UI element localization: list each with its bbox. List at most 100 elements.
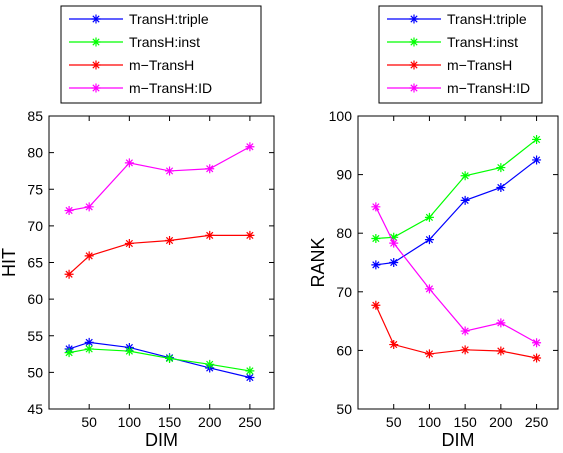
x-tick-label: 150	[453, 414, 477, 430]
y-tick-label: 60	[336, 342, 352, 358]
series-line	[68, 234, 250, 275]
data-point-marker	[496, 163, 506, 173]
legend-marker	[91, 37, 101, 47]
data-point-marker	[371, 233, 381, 243]
data-point-marker	[165, 166, 175, 176]
data-point-marker	[424, 349, 434, 359]
data-point-marker	[496, 346, 506, 356]
y-tick-label: 90	[336, 167, 352, 183]
data-point-marker	[532, 134, 542, 144]
x-tick-label: 250	[525, 414, 549, 430]
legend-marker	[91, 14, 101, 24]
legend-label: m−TransH	[447, 57, 512, 73]
legend-label: TransH:triple	[129, 11, 209, 27]
legend-label: TransH:inst	[447, 34, 518, 50]
data-point-marker	[84, 337, 94, 347]
y-axis-label: HIT	[0, 248, 19, 277]
x-tick-label: 50	[386, 414, 402, 430]
rank-chart: 50 100 150 200 2505060708090100DIMRANKTransH…	[308, 5, 559, 450]
data-point-marker	[124, 346, 134, 356]
x-axis-label: DIM	[145, 430, 178, 450]
data-point-marker	[371, 260, 381, 270]
x-tick-label: 200	[489, 414, 513, 430]
x-tick-label: 200	[198, 414, 222, 430]
data-point-marker	[424, 284, 434, 294]
legend-label: m−TransH	[129, 57, 194, 73]
data-point-marker	[64, 269, 74, 279]
legend-label: TransH:triple	[447, 11, 527, 27]
data-point-marker	[205, 164, 215, 174]
data-point-marker	[124, 238, 134, 248]
legend-marker	[91, 60, 101, 70]
data-point-marker	[84, 202, 94, 212]
legend-marker	[409, 14, 419, 24]
data-point-marker	[389, 340, 399, 350]
legend-marker	[91, 83, 101, 93]
data-point-marker	[84, 344, 94, 354]
data-point-marker	[460, 195, 470, 205]
y-tick-label: 50	[27, 364, 43, 380]
data-point-marker	[165, 353, 175, 363]
x-tick-label: 100	[118, 414, 142, 430]
legend-marker	[409, 37, 419, 47]
series-line	[68, 146, 251, 212]
data-point-marker	[205, 230, 215, 240]
data-point-marker	[460, 171, 470, 181]
data-point-marker	[245, 366, 255, 376]
data-point-marker	[205, 359, 215, 369]
y-tick-label: 50	[336, 401, 352, 417]
data-point-marker	[532, 353, 542, 363]
x-tick-label: 50	[81, 414, 97, 430]
legend-label: m−TransH:ID	[447, 80, 530, 96]
data-point-marker	[532, 338, 542, 348]
data-point-marker	[245, 142, 255, 152]
plot-area	[357, 115, 559, 410]
data-point-marker	[64, 348, 74, 358]
data-point-marker	[245, 230, 255, 240]
y-tick-label: 70	[336, 284, 352, 300]
data-point-marker	[532, 155, 542, 165]
legend-box	[378, 5, 543, 104]
y-tick-label: 80	[336, 225, 352, 241]
plot-area	[48, 115, 275, 410]
data-point-marker	[124, 158, 134, 168]
data-point-marker	[424, 235, 434, 245]
legend-label: m−TransH:ID	[129, 80, 212, 96]
series-line	[68, 348, 250, 372]
hit-chart: 50 100 150 200 250 45 50 55 60 65 70 75 80 85 DIM HIT Tr…	[0, 5, 275, 450]
data-point-marker	[389, 232, 399, 242]
data-point-marker	[165, 236, 175, 246]
series-line	[375, 206, 537, 344]
y-tick-label: 70	[27, 218, 43, 234]
x-axis-label: DIM	[442, 430, 475, 450]
data-point-marker	[371, 300, 381, 310]
x-tick-label: 250	[238, 414, 262, 430]
data-point-marker	[424, 212, 434, 222]
y-tick-label: 60	[27, 291, 43, 307]
y-tick-label: 75	[27, 181, 43, 197]
y-tick-label: 55	[27, 328, 43, 344]
y-tick-label: 80	[27, 145, 43, 161]
y-tick-label: 65	[27, 255, 43, 271]
legend-marker	[409, 83, 419, 93]
x-tick-label: 150	[158, 414, 182, 430]
data-point-marker	[84, 251, 94, 261]
data-point-marker	[389, 238, 399, 248]
series-line	[375, 305, 537, 359]
legend-marker	[409, 60, 419, 70]
y-axis-label: RANK	[308, 237, 328, 287]
y-tick-label: 85	[27, 108, 43, 124]
x-tick-label: 100	[418, 414, 442, 430]
data-point-marker	[389, 258, 399, 267]
data-point-marker	[371, 202, 381, 212]
data-point-marker	[460, 326, 470, 336]
series-line	[68, 341, 251, 379]
data-point-marker	[64, 205, 74, 215]
data-point-marker	[496, 182, 506, 192]
data-point-marker	[460, 345, 470, 355]
data-point-marker	[245, 373, 255, 383]
y-tick-label: 45	[27, 401, 43, 417]
legend-label: TransH:inst	[129, 34, 200, 50]
data-point-marker	[496, 318, 506, 328]
